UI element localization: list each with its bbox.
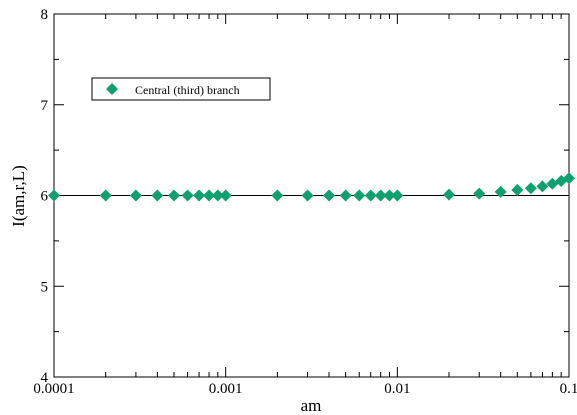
data-point bbox=[301, 189, 314, 202]
data-point bbox=[211, 189, 224, 202]
data-point bbox=[203, 189, 216, 202]
data-point bbox=[511, 184, 524, 197]
data-point bbox=[563, 172, 575, 185]
y-axis-label: I(am,r,L) bbox=[9, 165, 28, 227]
y-tick-label: 4 bbox=[41, 370, 49, 386]
legend: Central (third) branch bbox=[91, 77, 271, 101]
data-point bbox=[167, 189, 180, 202]
legend-marker bbox=[106, 83, 118, 95]
data-point bbox=[219, 189, 232, 202]
y-tick-label: 6 bbox=[41, 189, 49, 205]
data-point bbox=[524, 182, 537, 195]
data-point bbox=[364, 189, 377, 202]
data-point bbox=[443, 188, 456, 201]
data-point bbox=[181, 189, 194, 202]
x-tick-label: 0.0001 bbox=[33, 381, 74, 397]
data-point bbox=[494, 185, 507, 198]
data-point bbox=[546, 177, 559, 190]
y-tick-label: 8 bbox=[41, 7, 49, 23]
x-tick-label: 0.001 bbox=[209, 381, 243, 397]
data-point bbox=[374, 189, 387, 202]
data-point bbox=[151, 189, 164, 202]
y-tick-label: 7 bbox=[41, 98, 49, 114]
x-axis-label: am bbox=[301, 396, 322, 415]
data-point bbox=[271, 189, 284, 202]
y-tick-label: 5 bbox=[41, 279, 49, 295]
data-point bbox=[129, 189, 142, 202]
data-point bbox=[383, 189, 396, 202]
data-point bbox=[48, 189, 60, 202]
legend-label: Central (third) branch bbox=[135, 83, 240, 97]
legend-box bbox=[91, 77, 271, 101]
data-point bbox=[353, 189, 366, 202]
x-tick-label: 0.01 bbox=[384, 381, 410, 397]
data-point bbox=[339, 189, 352, 202]
data-point bbox=[193, 189, 206, 202]
data-point bbox=[473, 187, 486, 200]
data-point bbox=[391, 189, 404, 202]
data-point bbox=[99, 189, 112, 202]
data-point bbox=[536, 180, 549, 193]
x-tick-label: 0.1 bbox=[560, 381, 577, 397]
data-point bbox=[323, 189, 336, 202]
